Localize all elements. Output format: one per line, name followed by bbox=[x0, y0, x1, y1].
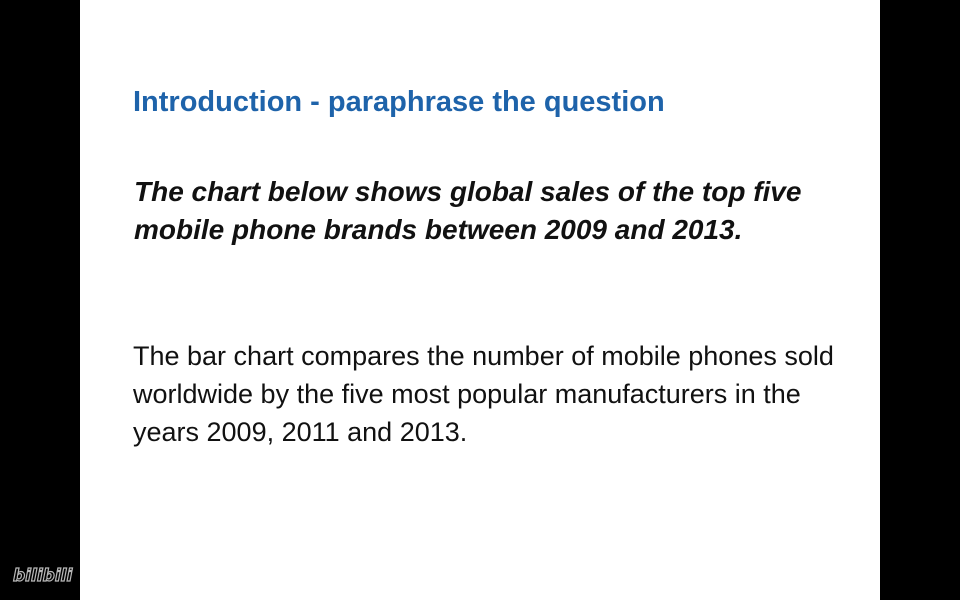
slide: Introduction - paraphrase the question T… bbox=[80, 0, 880, 600]
slide-title: Introduction - paraphrase the question bbox=[133, 86, 665, 118]
watermark-text: bilibili bbox=[13, 566, 73, 586]
question-text: The chart below shows global sales of th… bbox=[134, 176, 802, 245]
paraphrase-text: The bar chart compares the number of mob… bbox=[133, 341, 834, 447]
bilibili-logo-icon: bilibili bbox=[12, 565, 74, 586]
